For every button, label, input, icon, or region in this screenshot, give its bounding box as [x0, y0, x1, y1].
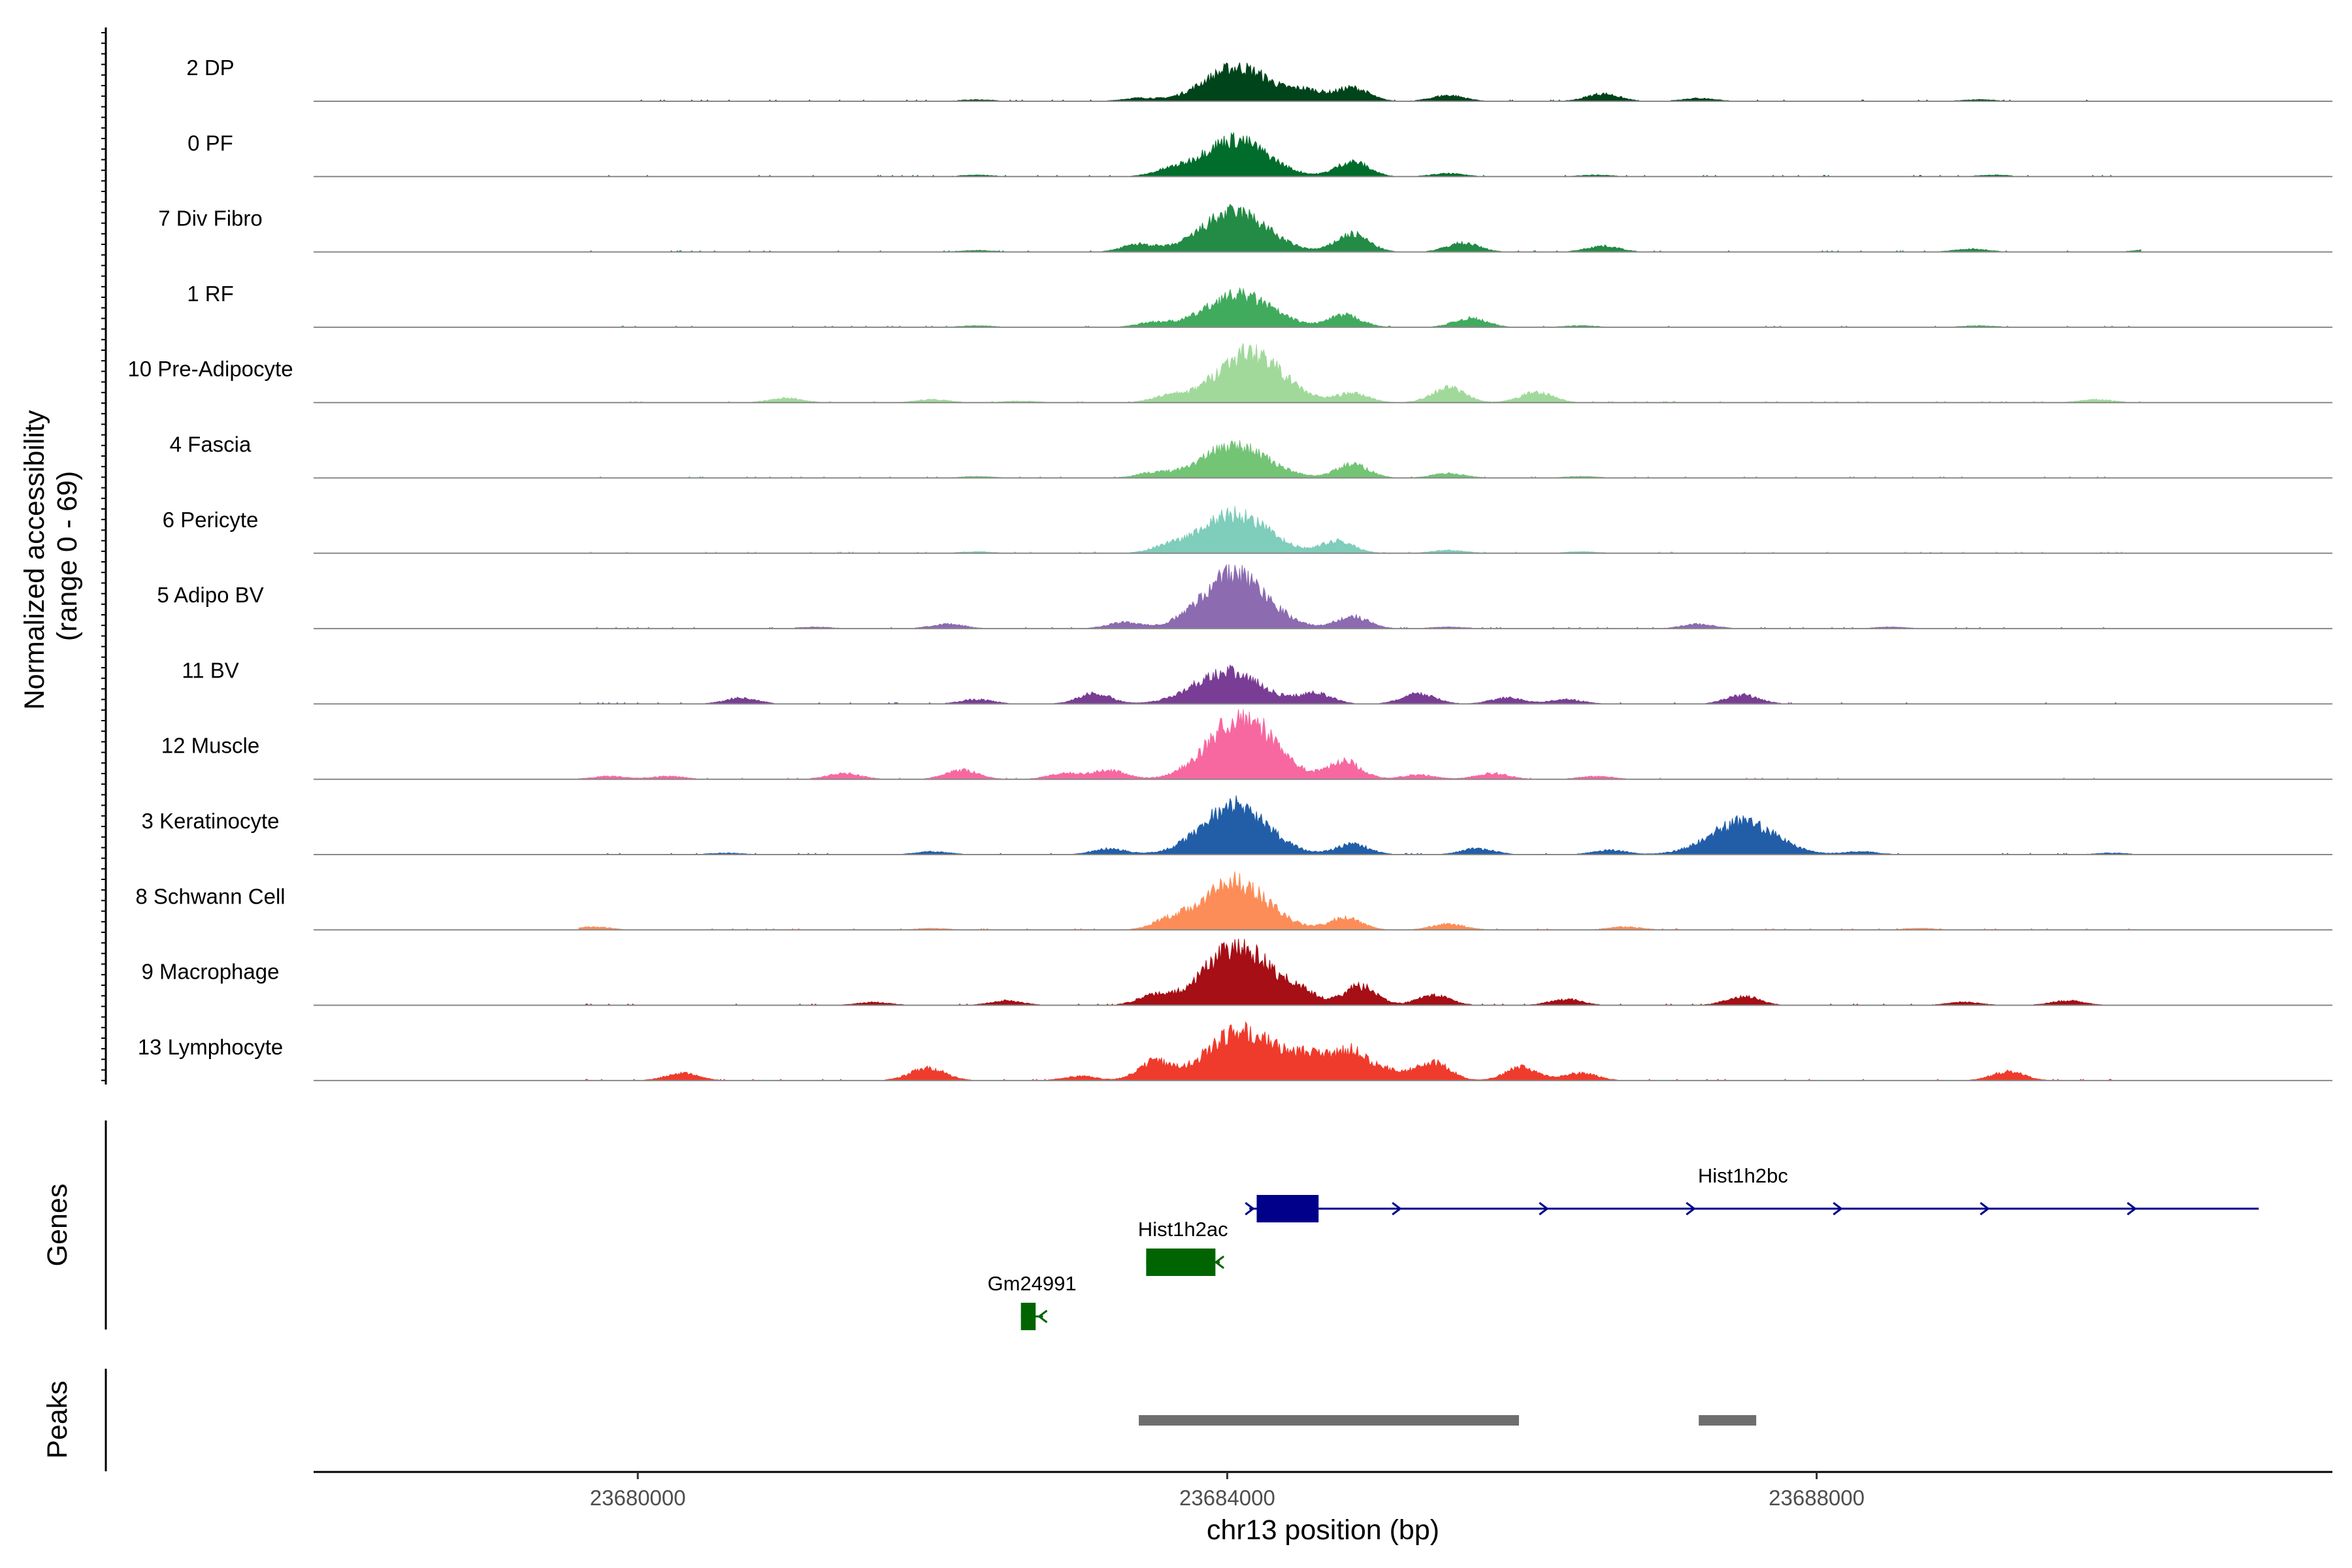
coverage-area — [579, 938, 2141, 1006]
gene-hist1h2ac: Hist1h2ac — [1138, 1218, 1228, 1276]
track-label: 8 Schwann Cell — [135, 884, 285, 908]
coverage-area — [579, 287, 2141, 328]
coverage-area — [579, 62, 2141, 102]
track-0-pf: 0 PF — [188, 131, 2332, 178]
track-7-div-fibro: 7 Div Fibro — [158, 203, 2332, 253]
gene-label: Hist1h2ac — [1138, 1218, 1228, 1241]
peak-region — [1139, 1415, 1519, 1426]
strand-arrow — [1214, 1255, 1225, 1269]
strand-arrow — [1980, 1201, 1990, 1216]
track-label: 9 Macrophage — [142, 960, 280, 984]
x-axis-label: chr13 position (bp) — [1207, 1514, 1439, 1546]
track-11-bv: 11 BV — [182, 658, 2332, 705]
track-9-macrophage: 9 Macrophage — [142, 938, 2332, 1006]
coverage-area — [578, 871, 2141, 931]
track-label: 4 Fascia — [170, 433, 252, 457]
track-12-muscle: 12 Muscle — [161, 709, 2332, 780]
track-label: 12 Muscle — [161, 734, 259, 758]
strand-arrow — [1245, 1201, 1255, 1216]
track-label: 7 Div Fibro — [158, 206, 263, 231]
strand-arrow — [2127, 1201, 2137, 1216]
track-label: 10 Pre-Adipocyte — [127, 357, 293, 381]
track-10-pre-adipocyte: 10 Pre-Adipocyte — [127, 343, 2332, 404]
peak-region — [1699, 1415, 1757, 1426]
track-label: 11 BV — [182, 658, 238, 682]
gene-exon — [1146, 1249, 1216, 1276]
track-8-schwann-cell: 8 Schwann Cell — [135, 871, 2332, 931]
gene-exon — [1021, 1303, 1036, 1330]
track-13-lymphocyte: 13 Lymphocyte — [138, 1021, 2332, 1081]
track-1-rf: 1 RF — [187, 282, 2332, 328]
y-axis-label: Normalized accessibility (range 0 - 69) — [19, 402, 83, 710]
gene-gm24991: Gm24991 — [987, 1272, 1077, 1330]
coverage-area — [579, 506, 2141, 554]
gene-label: Gm24991 — [987, 1272, 1076, 1295]
track-4-fascia: 4 Fascia — [170, 433, 2332, 479]
genes-label: Genes — [42, 1184, 73, 1267]
x-tick-label: 23688000 — [1769, 1486, 1865, 1510]
coverage-tracks: 2 DP 0 PF 7 Div Fibro 1 RF 10 Pre-Adipocyte 4… — [127, 56, 2332, 1081]
genes-track: Hist1h2bc Hist1h2ac Gm24991 — [987, 1164, 2259, 1330]
strand-arrow — [1539, 1201, 1549, 1216]
track-label: 0 PF — [188, 131, 233, 155]
coverage-area — [579, 203, 2142, 253]
track-label: 1 RF — [187, 282, 234, 306]
track-label: 2 DP — [186, 56, 234, 80]
strand-arrow — [1037, 1309, 1048, 1324]
gene-label: Hist1h2bc — [1698, 1164, 1788, 1187]
coverage-area — [579, 131, 2141, 178]
gene-exon — [1256, 1195, 1319, 1222]
track-label: 3 Keratinocyte — [142, 809, 280, 833]
coverage-area — [578, 664, 2141, 705]
track-2-dp: 2 DP — [186, 56, 2332, 102]
track-6-pericyte: 6 Pericyte — [163, 506, 2332, 554]
x-axis: 23680000 23684000 23688000 — [314, 1471, 2332, 1510]
strand-arrow — [1686, 1201, 1696, 1216]
coverage-area — [579, 343, 2142, 403]
track-label: 5 Adipo BV — [157, 583, 263, 607]
y-axis-label-line2: (range 0 - 69) — [52, 471, 83, 642]
coverage-y-axis — [101, 27, 107, 1085]
gene-hist1h2bc: Hist1h2bc — [1245, 1164, 2259, 1222]
peaks-track — [1139, 1415, 1757, 1426]
track-3-keratinocyte: 3 Keratinocyte — [142, 795, 2332, 855]
coverage-area — [579, 440, 2141, 479]
coverage-area — [578, 709, 2141, 780]
strand-arrow — [1833, 1201, 1843, 1216]
track-label: 13 Lymphocyte — [138, 1035, 284, 1059]
coverage-area — [579, 563, 2141, 629]
track-label: 6 Pericyte — [163, 508, 259, 532]
x-tick-label: 23684000 — [1179, 1486, 1275, 1510]
coverage-area — [579, 795, 2141, 855]
peaks-label: Peaks — [42, 1380, 73, 1459]
x-tick-label: 23680000 — [590, 1486, 686, 1510]
track-5-adipo-bv: 5 Adipo BV — [157, 563, 2332, 630]
coverage-area — [579, 1021, 2141, 1081]
y-axis-label-line1: Normalized accessibility — [19, 410, 50, 710]
strand-arrow — [1392, 1201, 1402, 1216]
